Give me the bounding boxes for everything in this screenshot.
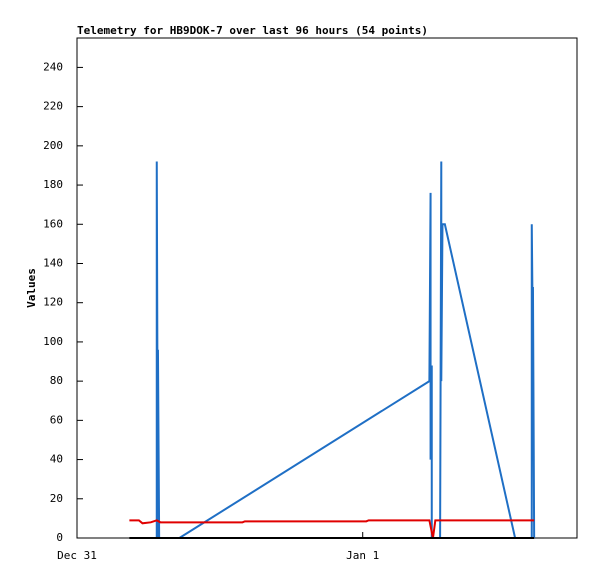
plot-frame bbox=[76, 37, 578, 539]
y-axis-label: Values bbox=[25, 268, 38, 308]
y-tick-label: 60 bbox=[50, 413, 63, 426]
y-tick-label: 200 bbox=[43, 139, 63, 152]
y-tick-label: 120 bbox=[43, 296, 63, 309]
y-tick-label: 40 bbox=[50, 453, 63, 466]
y-tick-label: 100 bbox=[43, 335, 63, 348]
chart-title: Telemetry for HB9DOK-7 over last 96 hour… bbox=[77, 24, 428, 37]
y-tick-label: 0 bbox=[56, 531, 63, 544]
x-tick-label: Dec 31 bbox=[57, 549, 97, 562]
series-line bbox=[155, 161, 536, 539]
y-tick-label: 80 bbox=[50, 374, 63, 387]
y-tick-label: 140 bbox=[43, 256, 63, 269]
x-tick-label: Jan 1 bbox=[346, 549, 379, 562]
y-tick-label: 220 bbox=[43, 100, 63, 113]
series-line bbox=[129, 519, 535, 539]
y-tick-label: 160 bbox=[43, 217, 63, 230]
y-tick-label: 240 bbox=[43, 60, 63, 73]
y-tick-label: 20 bbox=[50, 492, 63, 505]
y-tick-label: 180 bbox=[43, 178, 63, 191]
